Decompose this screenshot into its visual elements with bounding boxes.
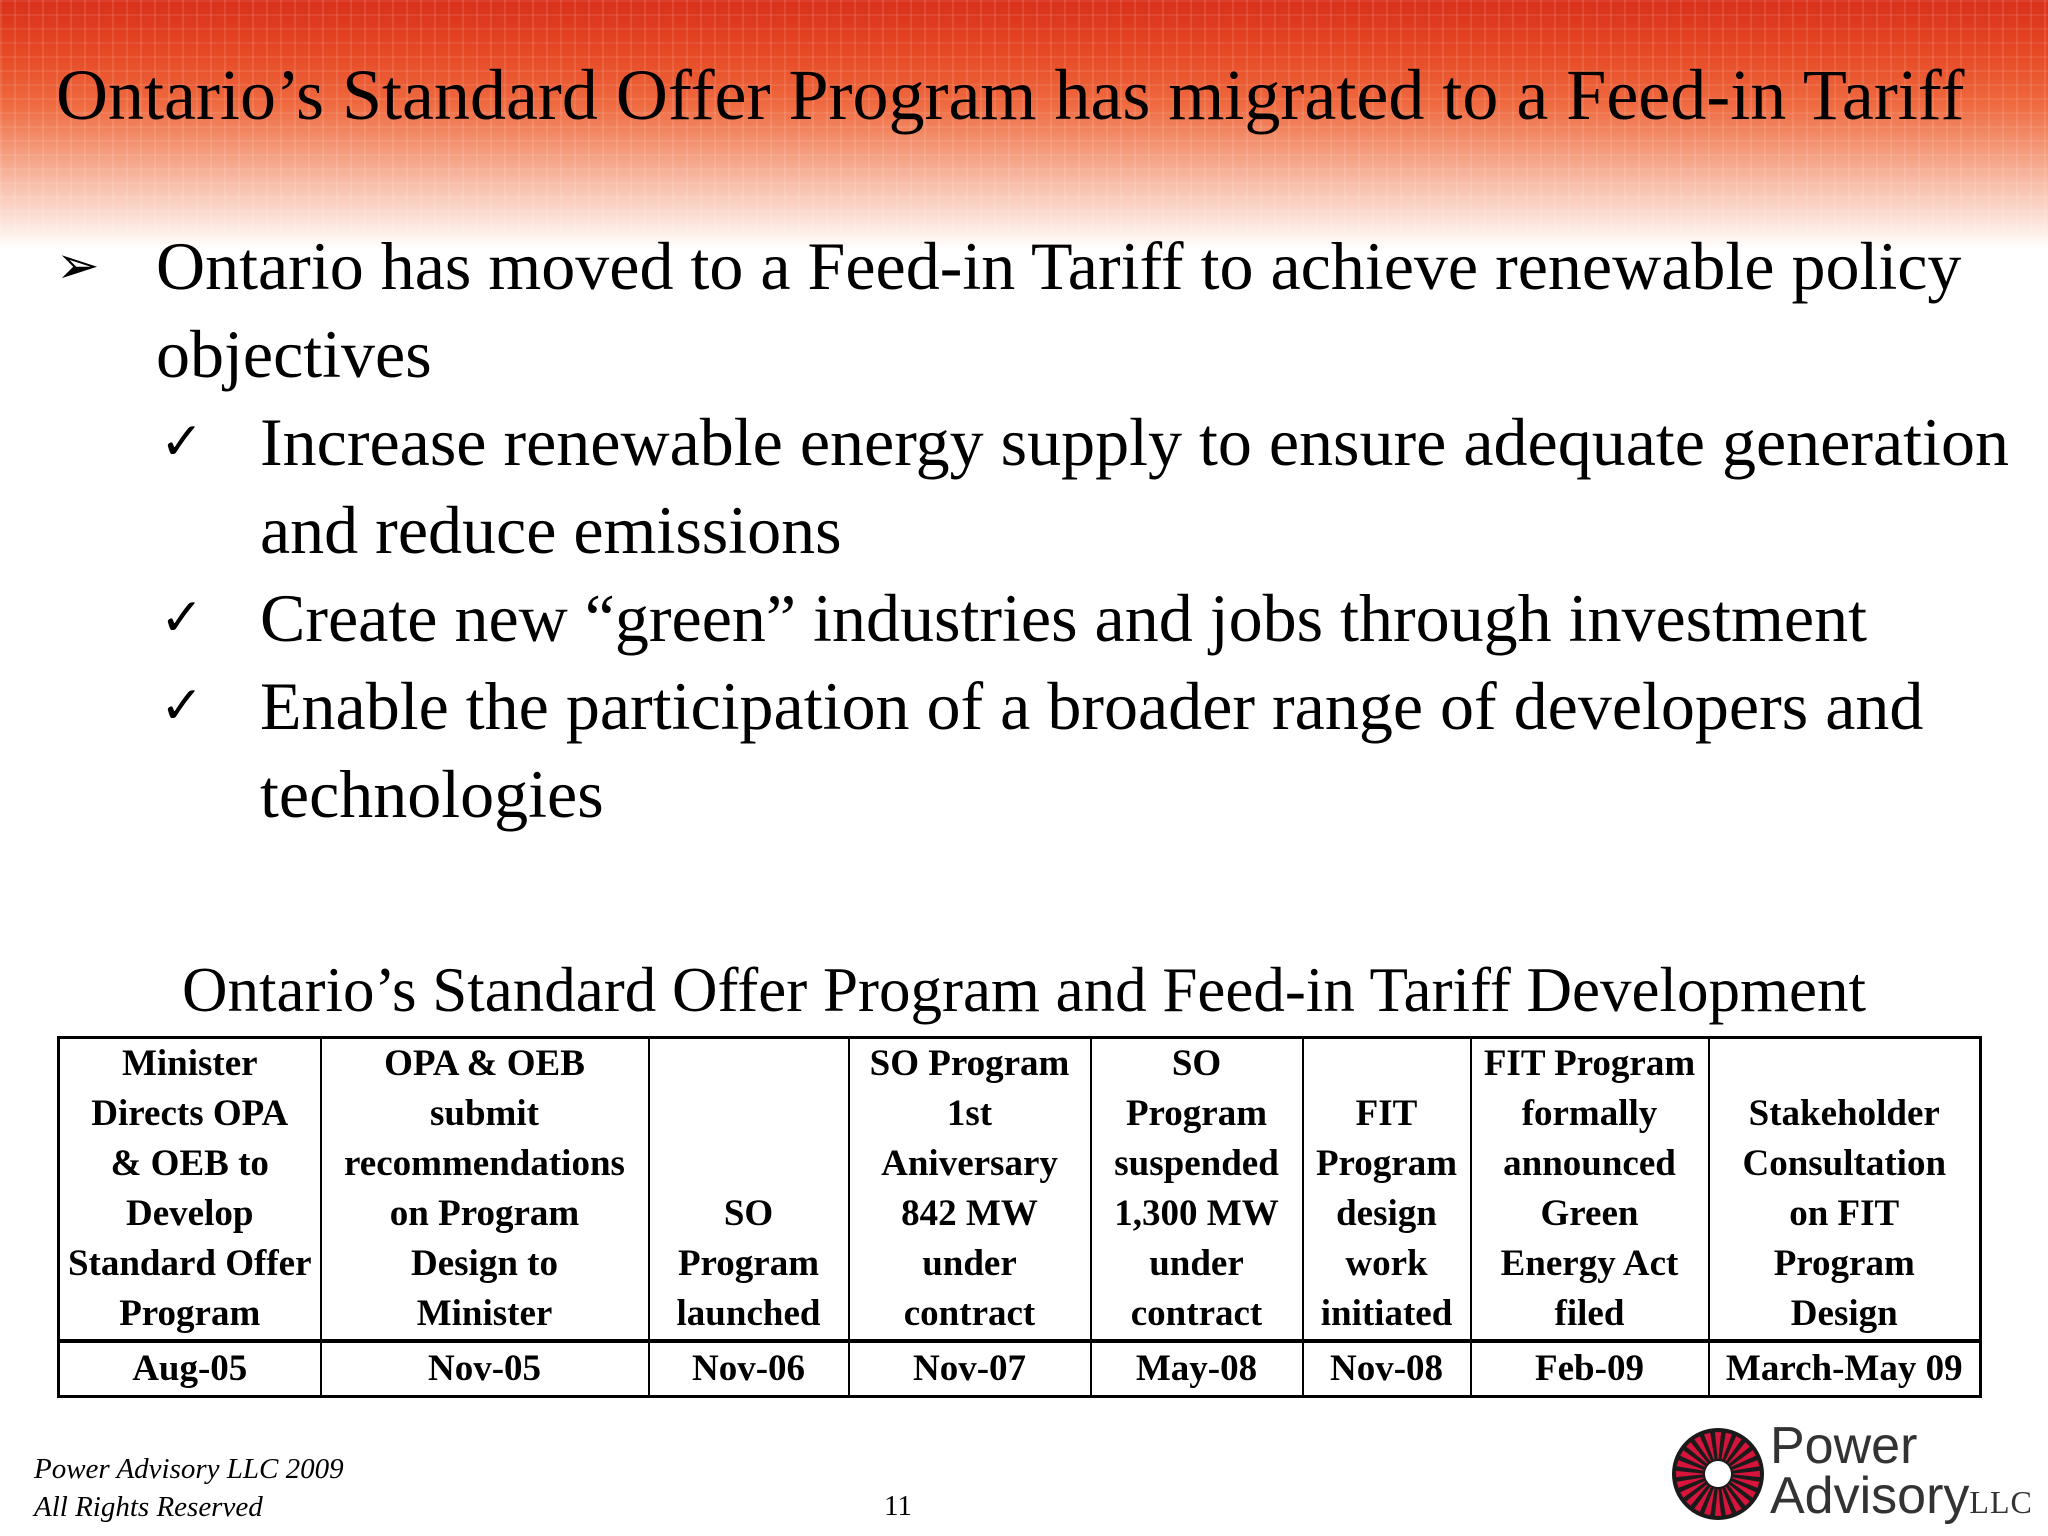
event-line: Develop [126, 1193, 254, 1234]
checkmark-icon: ✓ [160, 676, 204, 736]
event-line: Energy Act [1500, 1243, 1679, 1284]
event-line: SO [723, 1193, 774, 1234]
footer-line: Power Advisory LLC 2009 [34, 1453, 344, 1485]
header-band [0, 0, 2048, 250]
event-line: recommendations [344, 1143, 625, 1184]
date-cell: Feb-09 [1469, 1340, 1710, 1398]
event-line: Stakeholder [1748, 1093, 1940, 1134]
event-line: Standard Offer [67, 1243, 312, 1284]
event-cell: SO Program suspended 1,300 MW under contract [1089, 1036, 1304, 1343]
footer-copyright: Power Advisory LLC 2009 All Rights Reser… [34, 1450, 344, 1526]
logo-word-power: Power [1770, 1417, 1918, 1475]
date-cell: Nov-05 [319, 1340, 650, 1398]
event-line: 1st [946, 1093, 993, 1134]
slide-title: Ontario’s Standard Offer Program has mig… [56, 55, 1965, 135]
footer-line: All Rights Reserved [34, 1491, 263, 1523]
date-cell: May-08 [1089, 1340, 1304, 1398]
event-line: design [1336, 1193, 1437, 1234]
event-line: SO Program [869, 1043, 1070, 1084]
event-line: 1,300 MW [1114, 1193, 1279, 1234]
event-line: Aniversary [881, 1143, 1058, 1184]
event-line: Program [677, 1243, 820, 1284]
event-line: suspended [1114, 1143, 1279, 1184]
event-line: Program [1773, 1243, 1915, 1284]
sub-bullet-text: Enable the participation of a broader ra… [260, 668, 1924, 832]
event-line: SO [1171, 1043, 1222, 1084]
event-line: formally [1521, 1093, 1658, 1134]
event-cell: SO Program 1st Aniversary 842 MW under contra… [847, 1036, 1092, 1343]
logo-word-advisory-text: Advisory [1770, 1467, 1970, 1525]
arrow-bullet-icon: ➢ [56, 236, 100, 296]
event-line: initiated [1320, 1293, 1453, 1334]
event-line: Design to [411, 1243, 558, 1284]
sub-bullet: ✓ Enable the participation of a broader … [156, 662, 2016, 838]
event-cell: FIT Program design work initiated [1301, 1036, 1472, 1343]
page-number: 11 [884, 1490, 912, 1522]
event-cell: Minister Directs OPA & OEB to Develop Standa… [57, 1036, 322, 1343]
sunburst-logo-icon [1672, 1428, 1764, 1520]
sub-bullet: ✓ Increase renewable energy supply to en… [156, 398, 2016, 574]
event-line: submit [430, 1093, 539, 1134]
sub-bullet-text: Create new “green” industries and jobs t… [260, 580, 1867, 656]
event-cell: OPA & OEB submit recommendations on Program… [319, 1036, 650, 1343]
event-line: under [1149, 1243, 1244, 1284]
event-line: FIT Program [1483, 1043, 1696, 1084]
table-title: Ontario’s Standard Offer Program and Fee… [182, 955, 1866, 1025]
event-line: Green [1540, 1193, 1639, 1234]
date-cell: Nov-06 [647, 1340, 850, 1398]
checkmark-icon: ✓ [160, 412, 204, 472]
event-line: on Program [389, 1193, 580, 1234]
event-line: announced [1503, 1143, 1676, 1184]
event-line: FIT [1355, 1093, 1418, 1134]
event-line: & OEB to [110, 1143, 269, 1184]
event-line: Design [1790, 1293, 1898, 1334]
event-line: Directs OPA [91, 1093, 289, 1134]
event-line: on FIT [1789, 1193, 1900, 1234]
events-row: Minister Directs OPA & OEB to Develop Standa… [57, 1036, 1982, 1343]
date-cell: Nov-07 [847, 1340, 1092, 1398]
event-line: Minister [416, 1293, 553, 1334]
event-line: 842 MW [901, 1193, 1038, 1234]
logo-word-advisory: AdvisoryLLC [1770, 1468, 2033, 1530]
checkmark-icon: ✓ [160, 588, 204, 648]
sub-bullet-text: Increase renewable energy supply to ensu… [260, 404, 2009, 568]
event-line: Minister [121, 1043, 258, 1084]
logo-suffix: LLC [1969, 1484, 2033, 1520]
event-line: Program [119, 1293, 261, 1334]
event-line: launched [676, 1293, 821, 1334]
event-line: Program [1125, 1093, 1268, 1134]
event-line: under [922, 1243, 1017, 1284]
event-line: Program [1315, 1143, 1458, 1184]
event-line: work [1345, 1243, 1428, 1284]
event-line: Consultation [1742, 1143, 1947, 1184]
event-line: contract [903, 1293, 1036, 1334]
sub-bullet-list: ✓ Increase renewable energy supply to en… [156, 398, 2016, 838]
dates-row: Aug-05 Nov-05 Nov-06 Nov-07 May-08 Nov-0… [57, 1340, 1982, 1398]
date-cell: Nov-08 [1301, 1340, 1472, 1398]
event-cell: SO Program launched [647, 1036, 850, 1343]
power-advisory-logo: Power AdvisoryLLC [1670, 1412, 2040, 1536]
sub-bullet: ✓ Create new “green” industries and jobs… [156, 574, 2016, 662]
main-bullet-text: Ontario has moved to a Feed-in Tariff to… [156, 228, 1962, 392]
date-cell: March-May 09 [1707, 1340, 1982, 1398]
timeline-table: Minister Directs OPA & OEB to Develop Standa… [57, 1036, 1982, 1398]
bullet-list: ➢ Ontario has moved to a Feed-in Tariff … [56, 222, 2016, 838]
main-bullet: ➢ Ontario has moved to a Feed-in Tariff … [56, 222, 2016, 398]
event-cell: Stakeholder Consultation on FIT Program Desi… [1707, 1036, 1982, 1343]
event-cell: FIT Program formally announced Green Energy … [1469, 1036, 1710, 1343]
event-line: contract [1130, 1293, 1263, 1334]
event-line: filed [1554, 1293, 1625, 1334]
event-line: OPA & OEB [384, 1043, 585, 1084]
date-cell: Aug-05 [57, 1340, 322, 1398]
